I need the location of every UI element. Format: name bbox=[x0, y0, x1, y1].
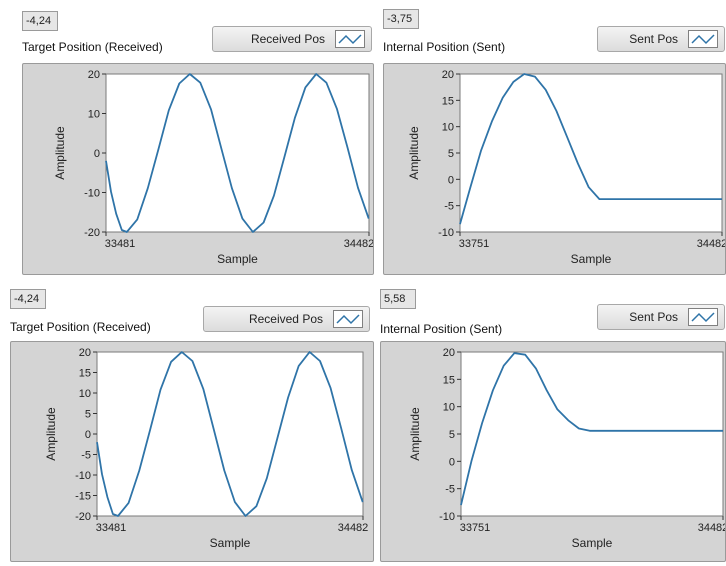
x-tick-label: 33751 bbox=[460, 522, 491, 534]
y-tick-label: -15 bbox=[75, 491, 91, 503]
series-line bbox=[459, 73, 722, 225]
legend-label: Received Pos bbox=[248, 312, 323, 326]
sent-position-chart-frame: 20 15 10 5 0 -5 -10 33751 34482 Sample Amplitude bbox=[380, 341, 726, 562]
y-tick-label: 20 bbox=[443, 347, 455, 359]
y-tick-label: 5 bbox=[448, 148, 454, 160]
x-tick-label: 34482 bbox=[338, 522, 369, 534]
y-axis-label: Amplitude bbox=[53, 126, 67, 180]
y-tick-label: 15 bbox=[79, 368, 91, 380]
received-position-chart: 20 15 10 5 0 -5 -10 -15 -20 33481 34482 Sample Ampli… bbox=[44, 347, 369, 550]
series-line bbox=[105, 73, 370, 233]
legend-label: Sent Pos bbox=[629, 310, 678, 324]
sent-position-chart: 20 15 10 5 0 -5 -10 33751 34482 Sample Amplitude bbox=[408, 347, 726, 550]
series-line bbox=[460, 352, 723, 506]
plot-area bbox=[459, 73, 723, 233]
y-tick-label: -10 bbox=[75, 470, 91, 482]
received-pos-legend[interactable]: Received Pos bbox=[212, 26, 372, 52]
internal-position-indicator: -3,75 bbox=[383, 9, 419, 29]
y-tick-label: 20 bbox=[79, 347, 91, 359]
y-tick-label: -10 bbox=[84, 188, 100, 200]
y-tick-label: 10 bbox=[443, 402, 455, 414]
y-tick-label: 20 bbox=[442, 69, 454, 81]
y-tick-label: 0 bbox=[94, 148, 100, 160]
y-tick-label: -5 bbox=[81, 450, 91, 462]
line-plot-icon bbox=[688, 30, 718, 48]
x-axis-label: Sample bbox=[571, 252, 612, 266]
y-axis-label: Amplitude bbox=[407, 126, 421, 180]
y-tick-label: 10 bbox=[88, 109, 100, 121]
x-axis-label: Sample bbox=[217, 252, 258, 266]
y-tick-label: 0 bbox=[448, 174, 454, 186]
legend-label: Sent Pos bbox=[629, 32, 678, 46]
y-tick-label: 0 bbox=[449, 456, 455, 468]
target-position-title: Target Position (Received) bbox=[22, 40, 163, 54]
target-position-indicator: -4,24 bbox=[10, 289, 46, 309]
y-tick-label: 10 bbox=[79, 388, 91, 400]
x-tick-label: 33751 bbox=[459, 238, 490, 250]
y-tick-label: -10 bbox=[439, 511, 455, 523]
plot-area bbox=[105, 73, 370, 233]
series-line bbox=[96, 351, 364, 517]
y-tick-label: 20 bbox=[88, 69, 100, 81]
y-tick-label: -20 bbox=[75, 511, 91, 523]
legend-label: Received Pos bbox=[250, 32, 325, 46]
x-axis-label: Sample bbox=[572, 536, 613, 550]
y-tick-label: -10 bbox=[438, 227, 454, 239]
received-position-chart-frame: 20 10 0 -10 -20 33481 34482 Sample Amplitude bbox=[22, 63, 374, 275]
y-axis-label: Amplitude bbox=[44, 407, 58, 461]
target-position-title: Target Position (Received) bbox=[10, 320, 151, 334]
plot-area bbox=[460, 351, 724, 517]
x-tick-label: 33481 bbox=[105, 238, 136, 250]
y-tick-label: 5 bbox=[449, 429, 455, 441]
sent-position-chart-frame: 20 15 10 5 0 -5 -10 33751 34482 Sample Amplitude bbox=[383, 63, 726, 275]
received-pos-legend[interactable]: Received Pos bbox=[203, 306, 370, 332]
line-plot-icon bbox=[688, 308, 718, 326]
sent-position-chart: 20 15 10 5 0 -5 -10 33751 34482 Sample Amplitude bbox=[407, 69, 726, 266]
received-position-chart-frame: 20 15 10 5 0 -5 -10 -15 -20 33481 34482 Sample Ampli… bbox=[10, 341, 374, 562]
x-tick-label: 33481 bbox=[96, 522, 127, 534]
y-tick-label: 0 bbox=[85, 429, 91, 441]
x-tick-label: 34482 bbox=[344, 238, 373, 250]
y-tick-label: -20 bbox=[84, 227, 100, 239]
y-tick-label: 5 bbox=[85, 409, 91, 421]
internal-position-title: Internal Position (Sent) bbox=[383, 40, 506, 54]
y-tick-label: -5 bbox=[445, 484, 455, 496]
y-tick-label: 10 bbox=[442, 122, 454, 134]
line-plot-icon bbox=[335, 30, 365, 48]
x-tick-label: 34482 bbox=[697, 238, 725, 250]
internal-position-title: Internal Position (Sent) bbox=[380, 322, 503, 336]
internal-position-indicator: 5,58 bbox=[380, 289, 416, 309]
sent-pos-legend[interactable]: Sent Pos bbox=[597, 304, 725, 330]
y-tick-label: -5 bbox=[444, 201, 454, 213]
sent-pos-legend[interactable]: Sent Pos bbox=[597, 26, 725, 52]
plot-area bbox=[96, 351, 364, 517]
received-position-chart: 20 10 0 -10 -20 33481 34482 Sample Amplitude bbox=[53, 69, 374, 266]
x-axis-label: Sample bbox=[210, 536, 251, 550]
line-plot-icon bbox=[333, 310, 363, 328]
y-tick-label: 15 bbox=[442, 95, 454, 107]
y-axis-label: Amplitude bbox=[408, 407, 422, 461]
target-position-indicator: -4,24 bbox=[22, 11, 58, 31]
y-tick-label: 15 bbox=[443, 374, 455, 386]
x-tick-label: 34482 bbox=[698, 522, 725, 534]
